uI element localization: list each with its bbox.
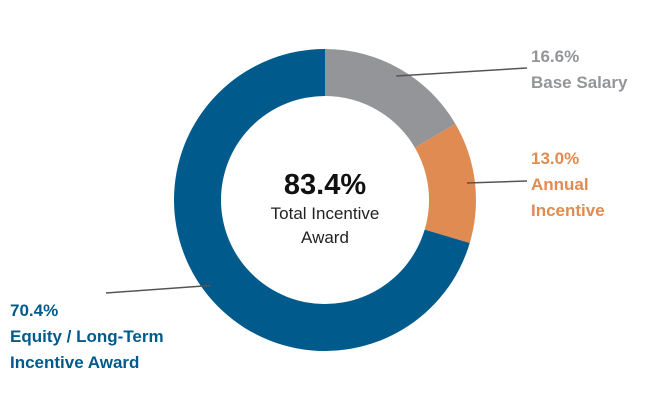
- equity-name-line-2: Incentive Award: [10, 353, 139, 372]
- slice-equity: [173, 49, 470, 351]
- center-total-value: 83.4%: [284, 169, 366, 201]
- center-caption-line-2: Award: [301, 228, 349, 247]
- annual-incentive-pct-label: 13.0%: [531, 149, 579, 168]
- leader-lines: [105, 67, 528, 294]
- leader-line-equity: [105, 284, 211, 294]
- equity-pct-label: 70.4%: [10, 301, 58, 320]
- slice-annual: [414, 123, 476, 244]
- center-caption-line-1: Total Incentive: [271, 204, 380, 223]
- annual-incentive-name-line-2: Incentive: [531, 201, 605, 220]
- equity-name-line-1: Equity / Long-Term: [10, 327, 164, 346]
- leader-line-base: [396, 67, 528, 77]
- slice-base: [325, 49, 456, 148]
- annual-incentive-name-line-1: Annual: [531, 175, 589, 194]
- base-salary-pct-label: 16.6%: [531, 47, 579, 66]
- leader-line-annual: [466, 180, 528, 184]
- base-salary-name-label: Base Salary: [531, 73, 628, 92]
- donut-slices: [173, 49, 476, 351]
